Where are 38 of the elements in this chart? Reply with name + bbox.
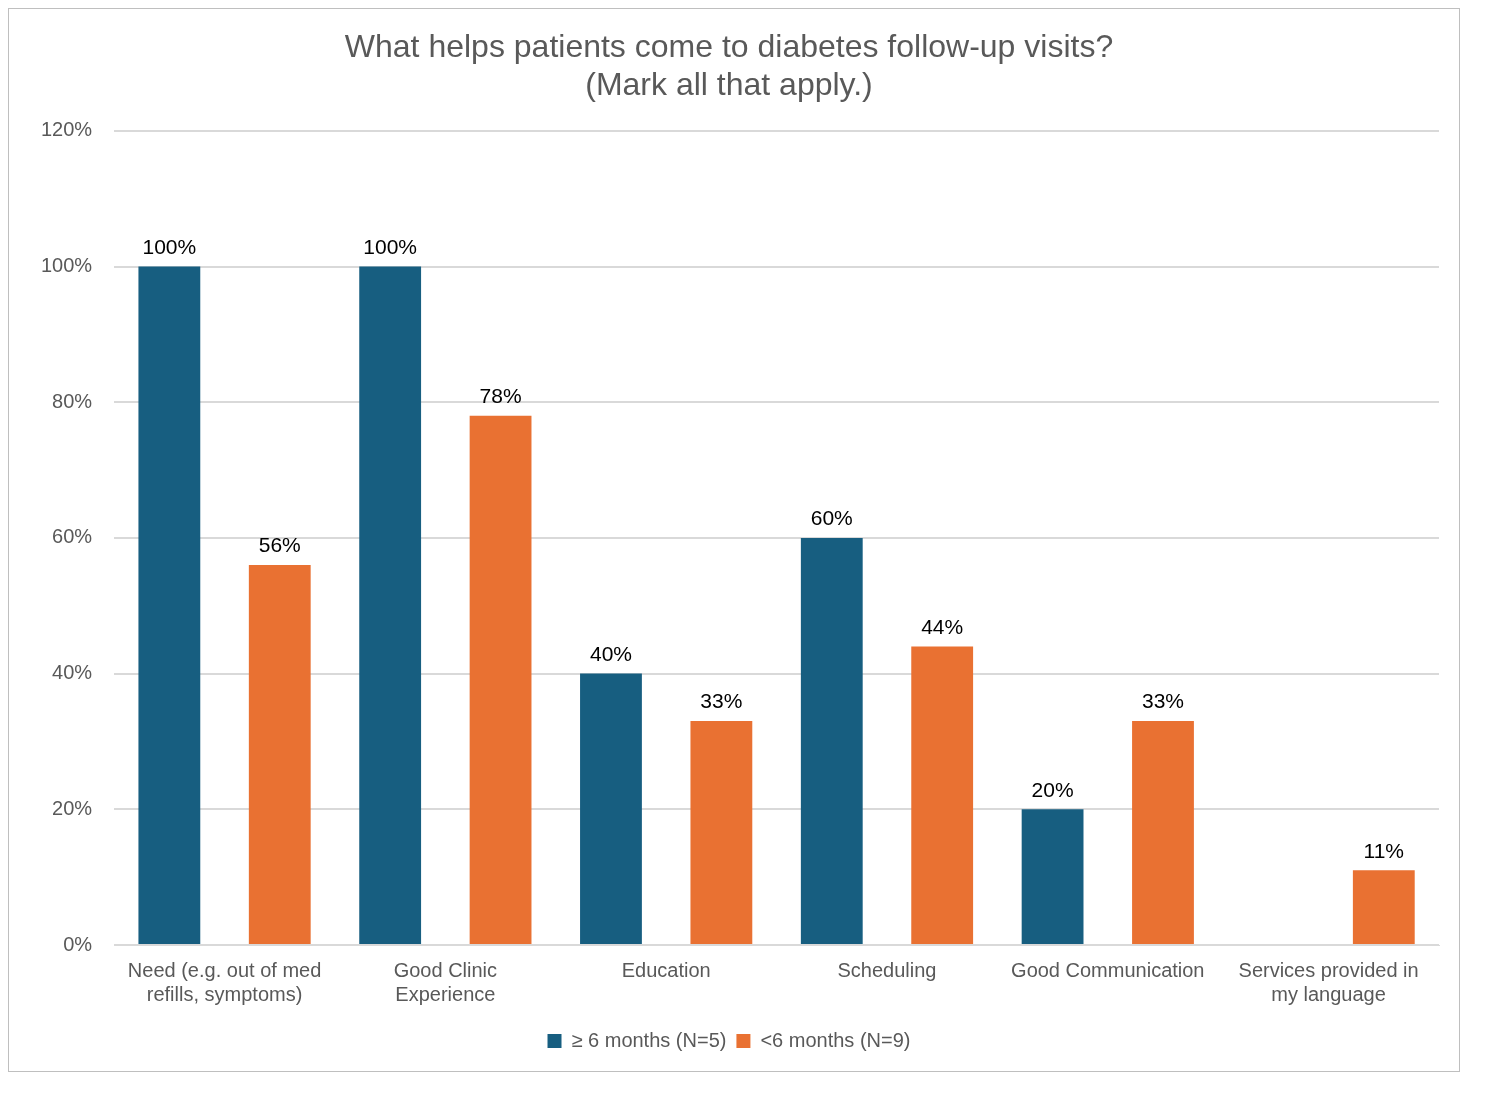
bar [690,721,753,944]
data-label: 100% [142,234,197,258]
legend-label: ≥ 6 months (N=5) [571,1028,727,1051]
data-label: 56% [258,533,301,557]
bar [1352,870,1415,944]
data-label: 100% [363,234,418,258]
bar [138,266,201,944]
bar [1021,809,1084,944]
legend-label: <6 months (N=9) [760,1028,911,1051]
x-tick-label: Need (e.g. out of med refills, symptoms) [127,958,322,1005]
y-tick-label: 100% [41,254,93,277]
y-tick-label: 0% [63,932,93,955]
y-tick-label: 120% [41,118,93,141]
x-tick-label: Scheduling [837,958,937,981]
data-label: 60% [810,506,853,530]
y-tick-label: 60% [52,525,93,548]
data-label: 33% [700,689,743,713]
y-tick-label: 40% [52,661,93,684]
bar [580,673,642,944]
bar [248,565,311,944]
bar [800,537,863,944]
x-tick-label: Services provided in my language [1238,958,1419,1005]
x-tick-label: Good Clinic Experience [393,958,498,1005]
x-tick-label: Education [621,958,711,981]
data-label: 78% [479,384,522,408]
data-label: 44% [921,614,964,638]
bar [1132,721,1194,944]
y-tick-label: 80% [52,389,93,412]
y-tick-label: 20% [52,796,93,819]
bar [469,415,532,944]
bar [359,266,422,944]
data-label: 33% [1141,689,1185,713]
chart-title: What helps patients come to diabetes follow-up visits? (Mark all that apply.) [344,28,1114,103]
data-label: 20% [1031,777,1074,801]
bar [911,646,974,944]
x-tick-label: Good Communication [1011,958,1205,981]
data-label: 11% [1363,838,1405,862]
data-label: 40% [589,641,632,665]
